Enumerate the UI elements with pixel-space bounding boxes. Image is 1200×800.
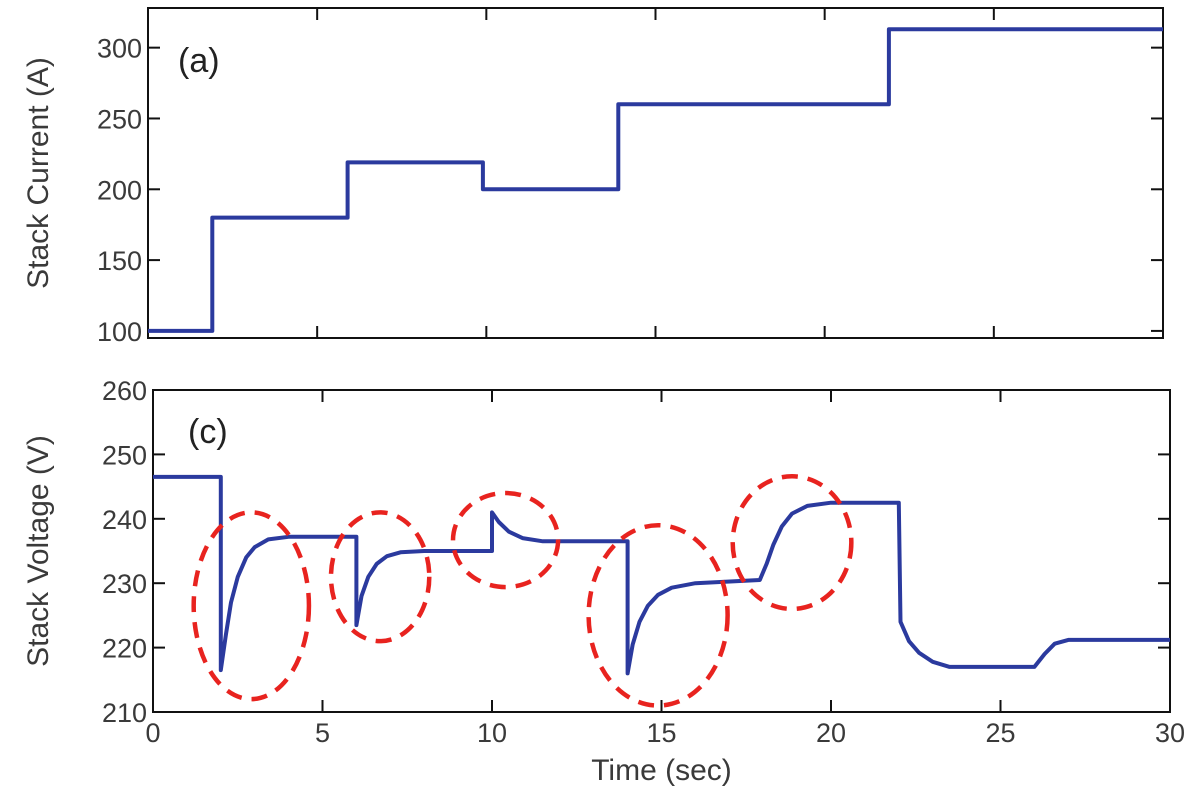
y-tick-label: 220 <box>102 634 147 664</box>
y-tick-label: 300 <box>97 34 142 64</box>
x-tick-label: 20 <box>816 718 846 748</box>
panel-a-current-chart: 100 150 200 250 300 Stack Current (A) (a) <box>22 7 1164 347</box>
y-tick-label: 100 <box>97 317 142 347</box>
y-tick-label: 250 <box>102 440 147 470</box>
plot-frame <box>152 389 1171 713</box>
x-tick-label: 0 <box>145 718 160 748</box>
dashed-ellipse-annotation <box>450 490 561 590</box>
y-tick-label: 230 <box>102 569 147 599</box>
y-axis-label: Stack Voltage (V) <box>22 435 55 667</box>
x-tick-label: 10 <box>477 718 507 748</box>
x-tick-label: 15 <box>646 718 676 748</box>
y-tick-label: 240 <box>102 505 147 535</box>
x-tick-label: 30 <box>1155 718 1185 748</box>
y-tick-label: 250 <box>97 104 142 134</box>
y-tick-label: 150 <box>97 246 142 276</box>
x-tick-label: 5 <box>315 718 330 748</box>
series-line <box>153 474 1170 676</box>
dashed-ellipse-annotation <box>586 522 730 708</box>
dashed-ellipse-annotation <box>730 474 854 612</box>
dashed-ellipse-annotation <box>191 510 312 702</box>
panel-label: (a) <box>178 42 220 80</box>
series-line <box>148 27 1163 333</box>
y-axis-label: Stack Current (A) <box>22 57 55 289</box>
y-tick-label: 200 <box>97 175 142 205</box>
y-tick-label: 260 <box>102 376 147 406</box>
x-tick-label: 25 <box>985 718 1015 748</box>
panel-c-voltage-chart: 0 5 10 15 20 25 30 210 220 230 240 250 260 Stack Volt… <box>22 376 1185 787</box>
x-axis-label: Time (sec) <box>591 754 732 787</box>
panel-label: (c) <box>188 413 228 451</box>
y-tick-label: 210 <box>102 698 147 728</box>
dashed-ellipse-annotation <box>328 510 432 644</box>
plot-frame <box>147 7 1164 339</box>
